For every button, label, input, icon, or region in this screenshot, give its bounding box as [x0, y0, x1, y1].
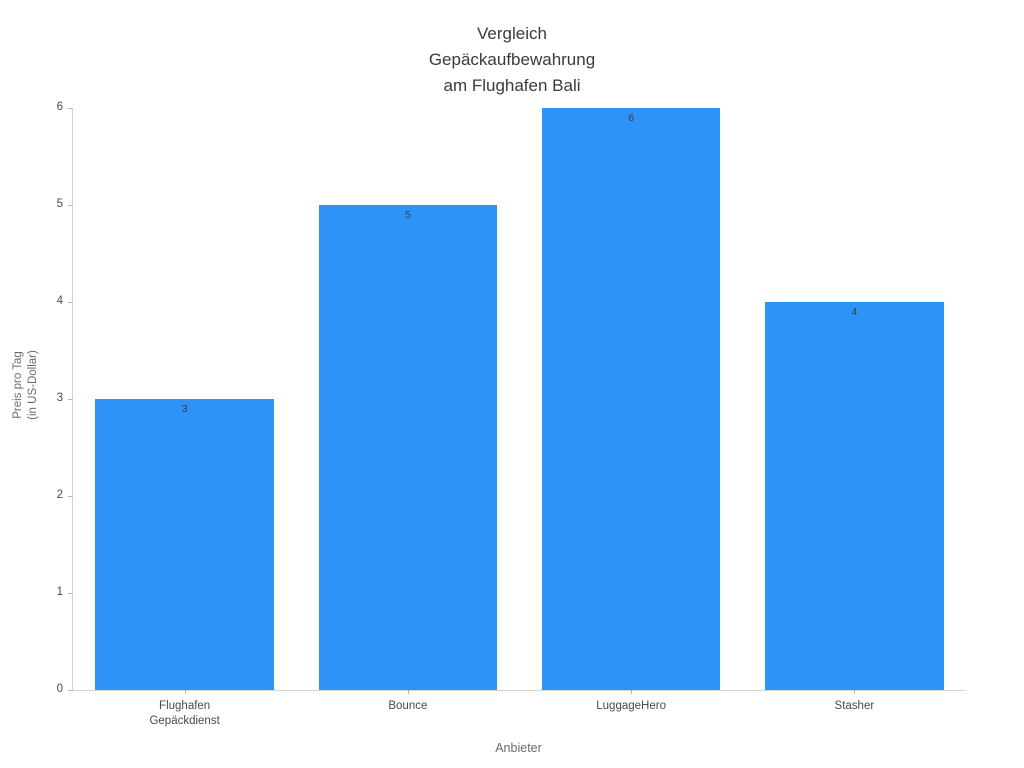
category-slot: 4 Stasher	[743, 108, 966, 712]
y-tick-mark	[68, 204, 73, 206]
y-tick-label: 3	[56, 392, 63, 404]
x-tick-label: Flughafen Gepäckdienst	[149, 700, 220, 727]
chart-title: Vergleich Gepäckaufbewahrung am Flughafe…	[428, 24, 596, 95]
y-tick-label: 1	[56, 586, 63, 598]
bar-value-label: 3	[181, 403, 188, 415]
bar-3: 6	[541, 108, 721, 690]
plot-area: 0 1 2 3 4 5 6 3 Flughafen Gepäckdienst 5 Bounce 6 L…	[57, 101, 966, 727]
bars-container: 3 Flughafen Gepäckdienst 5 Bounce 6 LuggageHe…	[73, 108, 966, 727]
category-slot: 5 Bounce	[296, 108, 519, 712]
bar-4: 4	[765, 302, 944, 690]
bar-1: 3	[95, 399, 274, 690]
y-tick-label: 4	[56, 295, 63, 307]
x-tick-mark	[631, 690, 633, 694]
x-axis-label: Anbieter	[495, 741, 542, 755]
x-tick-mark	[184, 690, 186, 694]
x-tick-label: Bounce	[388, 700, 428, 712]
x-tick-mark	[854, 690, 856, 694]
category-slot: 3 Flughafen Gepäckdienst	[73, 108, 296, 727]
y-tick-mark	[68, 689, 73, 691]
x-tick-label: Stasher	[834, 700, 875, 712]
y-tick-mark	[68, 398, 73, 400]
bar-2: 5	[318, 205, 498, 690]
y-tick-mark	[68, 495, 73, 497]
bar-value-label: 4	[851, 306, 858, 318]
category-slot: 6 LuggageHero	[520, 108, 743, 712]
y-tick-mark	[68, 301, 73, 303]
y-tick-label: 6	[56, 101, 63, 113]
y-tick-mark	[68, 107, 73, 109]
y-axis-ticks: 0 1 2 3 4 5 6	[57, 101, 966, 695]
y-tick-label: 0	[56, 683, 63, 695]
y-tick-mark	[68, 592, 73, 594]
x-tick-label: LuggageHero	[596, 700, 666, 712]
y-tick-label: 5	[56, 198, 63, 210]
y-tick-label: 2	[56, 489, 63, 501]
bar-value-label: 5	[404, 209, 411, 221]
y-axis-label: Preis pro Tag (in US-Dollar)	[12, 350, 39, 420]
x-tick-mark	[407, 690, 409, 694]
bar-value-label: 6	[628, 112, 635, 124]
